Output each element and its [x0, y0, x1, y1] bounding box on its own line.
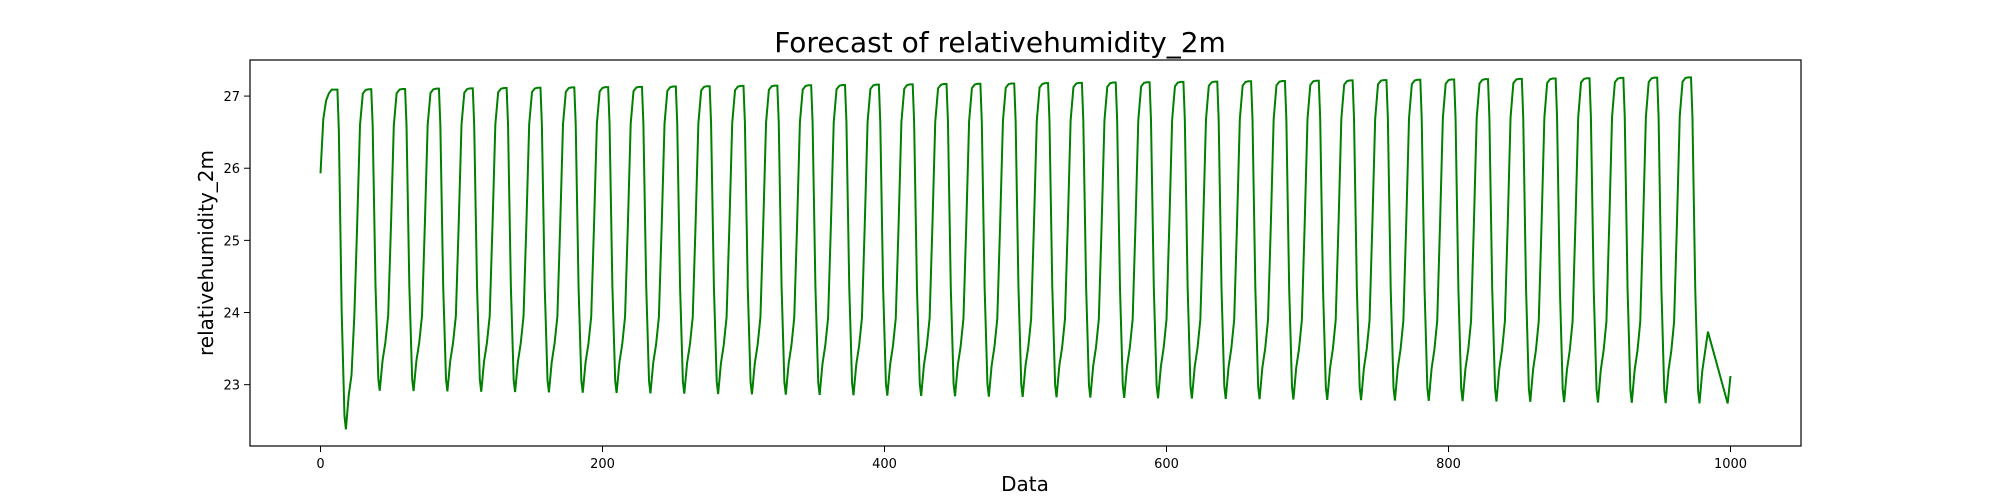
x-tick-label: 800 — [1436, 457, 1461, 472]
y-tick-label: 25 — [223, 234, 240, 249]
x-axis: 0 200 400 600 800 1000 — [316, 446, 1747, 472]
x-tick-label: 200 — [590, 457, 615, 472]
x-tick-label: 400 — [872, 457, 897, 472]
x-tick-label: 0 — [316, 457, 324, 472]
chart-title: Forecast of relativehumidity_2m — [774, 26, 1226, 59]
y-axis-label: relativehumidity_2m — [194, 150, 218, 356]
series-line-relativehumidity — [319, 76, 1732, 430]
y-tick-label: 23 — [223, 379, 240, 394]
x-axis-label: Data — [1001, 472, 1049, 496]
axes-frame — [249, 59, 1802, 447]
x-tick-label: 1000 — [1714, 457, 1747, 472]
y-tick-label: 27 — [223, 90, 240, 105]
y-tick-label: 26 — [223, 162, 240, 177]
y-axis: 23 24 25 26 27 — [223, 90, 250, 394]
x-tick-label: 600 — [1154, 457, 1179, 472]
y-tick-label: 24 — [223, 307, 240, 322]
